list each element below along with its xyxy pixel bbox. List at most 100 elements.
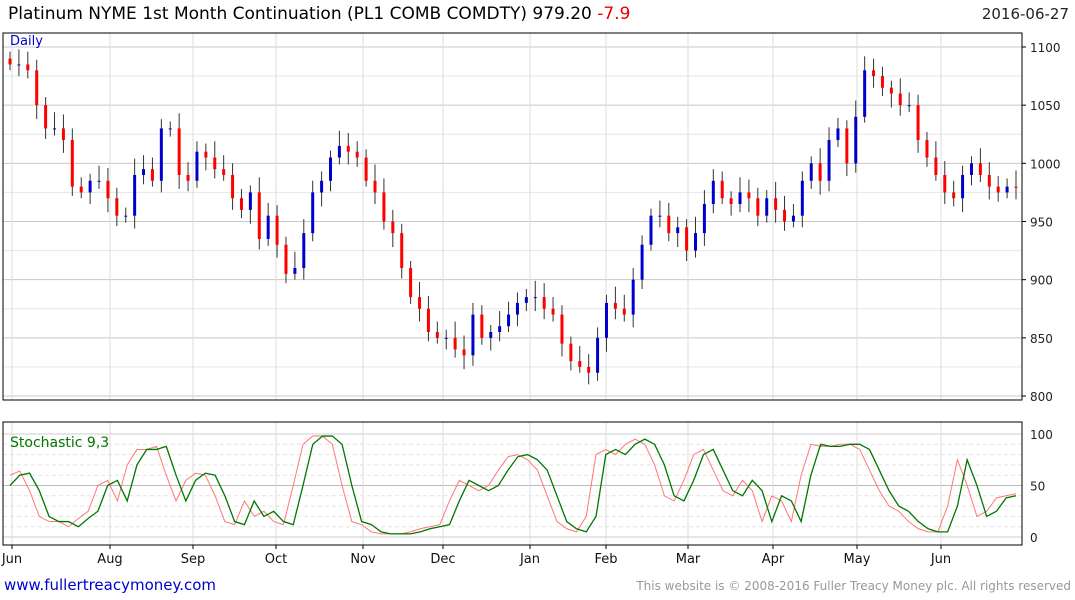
price-panel xyxy=(2,32,1023,401)
candle-up xyxy=(311,192,315,234)
candle-down xyxy=(934,157,938,175)
candle-down xyxy=(426,308,430,333)
candle-down xyxy=(569,343,573,362)
candle-up xyxy=(694,233,698,251)
candle-up xyxy=(836,128,840,141)
x-tick-label: May xyxy=(844,552,871,567)
candle-down xyxy=(391,221,395,234)
candle-down xyxy=(756,198,760,216)
candle-down xyxy=(729,198,733,205)
price-change: -7.9 xyxy=(597,4,631,24)
candle-up xyxy=(1005,186,1009,193)
candle-down xyxy=(889,87,893,94)
candle-down xyxy=(542,297,546,309)
candle-up xyxy=(658,215,662,217)
candle-down xyxy=(222,169,226,175)
candle-down xyxy=(916,105,920,141)
y-tick-label: 1050 xyxy=(1030,99,1061,113)
stochastic-k-line xyxy=(9,435,1017,535)
candle-down xyxy=(79,186,83,193)
x-tick-label: Jan xyxy=(519,552,540,567)
y-tick-label: 950 xyxy=(1030,216,1053,230)
candle-up xyxy=(765,198,769,216)
x-tick-label: Mar xyxy=(676,552,701,567)
candle-up xyxy=(195,151,199,181)
candle-down xyxy=(231,174,235,199)
site-link[interactable]: www.fullertreacymoney.com xyxy=(4,576,217,594)
candle-down xyxy=(978,163,982,175)
candle-down xyxy=(150,169,154,181)
x-tick-label: Jun xyxy=(1,552,22,567)
candle-down xyxy=(783,209,787,222)
candle-up xyxy=(133,174,137,216)
candle-down xyxy=(453,337,457,350)
chart-date: 2016-06-27 xyxy=(981,5,1069,23)
candle-down xyxy=(480,314,484,338)
candle-up xyxy=(800,180,804,216)
candle-up xyxy=(809,163,813,181)
stochastic-d-line xyxy=(9,435,1017,535)
candle-down xyxy=(952,192,956,199)
candle-up xyxy=(168,128,172,130)
candle-down xyxy=(26,64,30,71)
candle-up xyxy=(88,180,92,193)
candle-down xyxy=(880,76,884,88)
candle-up xyxy=(328,157,332,181)
candle-down xyxy=(106,180,110,199)
stochastic-label: Stochastic 9,3 xyxy=(10,435,109,451)
candle-down xyxy=(418,297,422,309)
candle-down xyxy=(177,128,181,175)
candle-down xyxy=(284,244,288,274)
candle-up xyxy=(124,215,128,217)
candle-down xyxy=(996,186,1000,193)
candle-down xyxy=(115,198,119,216)
candle-down xyxy=(667,215,671,234)
candle-down xyxy=(613,302,617,309)
candle-up xyxy=(969,163,973,175)
x-tick-label: Jun xyxy=(930,552,951,567)
candle-up xyxy=(444,337,448,339)
x-tick-label: Sep xyxy=(181,552,206,567)
candle-up xyxy=(961,174,965,199)
candle-down xyxy=(213,157,217,170)
candle-down xyxy=(943,174,947,193)
candle-up xyxy=(631,279,635,315)
candle-up xyxy=(738,192,742,205)
y-tick-label: 900 xyxy=(1030,274,1053,288)
candle-down xyxy=(44,105,48,129)
candle-down xyxy=(925,140,929,158)
candle-down xyxy=(560,314,564,344)
candle-down xyxy=(204,151,208,158)
x-tick-label: Dec xyxy=(430,552,455,567)
candle-up xyxy=(337,145,341,158)
candle-down xyxy=(898,93,902,106)
candle-up xyxy=(854,116,858,164)
candle-up xyxy=(320,180,324,193)
candle-up xyxy=(159,128,163,181)
candle-down xyxy=(1014,186,1018,188)
candle-down xyxy=(61,128,65,141)
candle-down xyxy=(400,233,404,269)
candle-down xyxy=(818,163,822,181)
candle-up xyxy=(676,227,680,234)
stoch-tick-label: 0 xyxy=(1030,531,1038,545)
candle-up xyxy=(97,180,101,182)
copyright: This website is © 2008-2016 Fuller Treac… xyxy=(636,579,1071,593)
candle-up xyxy=(142,169,146,175)
y-tick-label: 800 xyxy=(1030,390,1053,404)
candle-up xyxy=(640,244,644,280)
candle-up xyxy=(604,302,608,338)
candle-down xyxy=(257,192,261,239)
candle-up xyxy=(524,297,528,303)
candle-down xyxy=(462,349,466,356)
candle-up xyxy=(791,215,795,222)
candle-down xyxy=(587,366,591,373)
candle-down xyxy=(774,198,778,210)
candle-up xyxy=(248,192,252,210)
candle-down xyxy=(747,192,751,199)
candle-down xyxy=(987,174,991,187)
x-tick-label: Nov xyxy=(350,552,376,567)
candle-up xyxy=(649,215,653,245)
stoch-tick-label: 50 xyxy=(1030,480,1045,494)
candle-up xyxy=(515,302,519,315)
